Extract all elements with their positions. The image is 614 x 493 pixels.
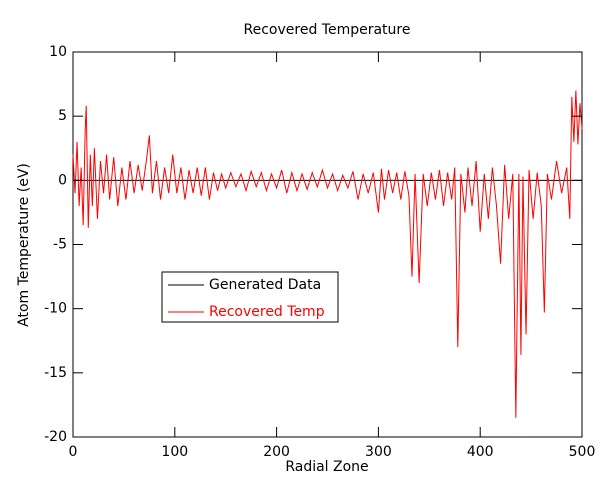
x-tick-label: 200	[263, 444, 290, 460]
x-tick-label: 100	[161, 444, 188, 460]
y-axis-title: Atom Temperature (eV)	[16, 163, 32, 327]
plot-area	[72, 90, 583, 418]
y-tick-label: -10	[44, 301, 67, 317]
x-tick-label: 300	[365, 444, 392, 460]
x-tick-label: 400	[467, 444, 494, 460]
legend	[161, 271, 339, 323]
y-tick-label: 5	[58, 108, 67, 124]
y-tick-label: 10	[49, 44, 67, 60]
y-tick-label: 0	[58, 172, 67, 188]
x-tick-label: 500	[569, 444, 596, 460]
y-tick-label: -5	[53, 237, 67, 253]
series-line	[72, 90, 583, 418]
legend-label: Generated Data	[209, 277, 321, 293]
x-tick-label: 0	[69, 444, 78, 460]
plot-frame	[72, 51, 583, 438]
chart-title: Recovered Temperature	[244, 22, 411, 38]
x-axis-title: Radial Zone	[285, 459, 368, 475]
legend-label: Recovered Temp	[209, 304, 325, 320]
y-tick-label: -15	[44, 365, 67, 381]
y-tick-label: -20	[44, 429, 67, 445]
